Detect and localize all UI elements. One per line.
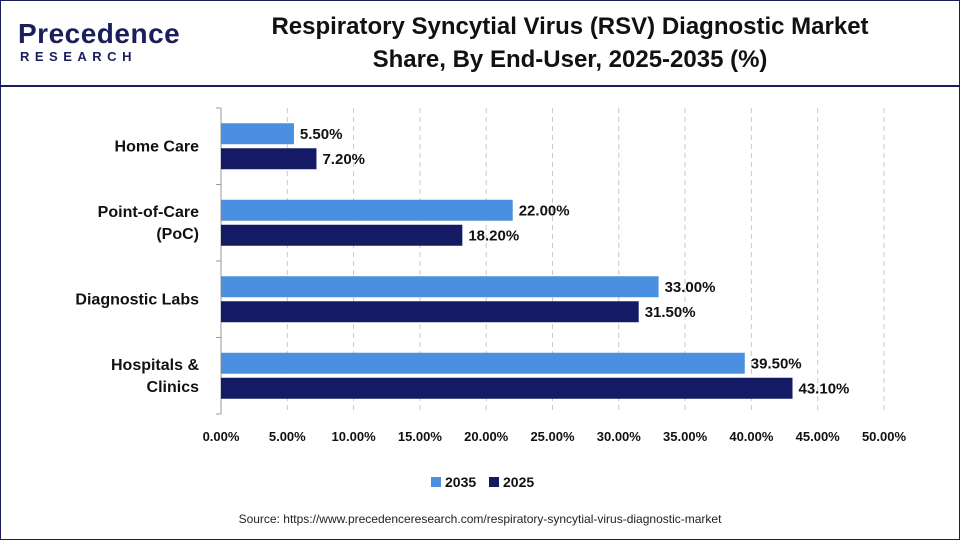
- data-label: 31.50%: [645, 304, 696, 321]
- data-label: 7.20%: [322, 151, 365, 168]
- bar-2025: [221, 377, 793, 399]
- category-label: Point-of-Care: [98, 204, 199, 221]
- bar-2025: [221, 301, 639, 323]
- data-label: 22.00%: [519, 202, 570, 219]
- chart-title-line-2: Share, By End-User, 2025-2035 (%): [372, 46, 768, 73]
- x-tick-label: 40.00%: [729, 429, 774, 444]
- brand-logo: Precedence RESEARCH: [18, 18, 180, 68]
- legend-swatch-2035: [431, 477, 441, 487]
- legend-swatch-2025: [489, 477, 499, 487]
- x-tick-label: 0.00%: [203, 429, 240, 444]
- x-tick-label: 10.00%: [332, 429, 377, 444]
- data-label: 18.20%: [468, 227, 519, 244]
- legend-label-2025: 2025: [503, 474, 534, 490]
- data-label: 5.50%: [300, 126, 343, 143]
- chart-title-line-1: Respiratory Syncytial Virus (RSV) Diagno…: [271, 13, 869, 40]
- category-label: (PoC): [156, 226, 199, 243]
- bar-2035: [221, 352, 745, 374]
- x-tick-label: 5.00%: [269, 429, 306, 444]
- x-tick-label: 45.00%: [796, 429, 841, 444]
- category-label: Diagnostic Labs: [75, 291, 199, 308]
- data-label: 43.10%: [799, 380, 850, 397]
- x-tick-label: 20.00%: [464, 429, 509, 444]
- x-tick-label: 35.00%: [663, 429, 708, 444]
- category-label: Clinics: [147, 379, 200, 396]
- bar-2025: [221, 148, 317, 170]
- category-label: Hospitals &: [111, 357, 199, 374]
- data-label: 33.00%: [665, 279, 716, 296]
- x-tick-label: 50.00%: [862, 429, 907, 444]
- data-label: 39.50%: [751, 355, 802, 372]
- header: Precedence RESEARCH Respiratory Syncytia…: [0, 0, 960, 87]
- x-tick-label: 15.00%: [398, 429, 443, 444]
- bar-2035: [221, 123, 294, 145]
- legend-label-2035: 2035: [445, 474, 476, 490]
- x-tick-label: 25.00%: [530, 429, 575, 444]
- brand-subtitle: RESEARCH: [20, 49, 137, 64]
- category-label: Home Care: [115, 138, 200, 155]
- bar-2035: [221, 199, 513, 221]
- source-note: Source: https://www.precedenceresearch.c…: [238, 512, 722, 526]
- x-tick-label: 30.00%: [597, 429, 642, 444]
- brand-name: Precedence: [18, 18, 181, 49]
- chart-title: Respiratory Syncytial Virus (RSV) Diagno…: [180, 10, 960, 76]
- bar-2035: [221, 276, 659, 298]
- bar-2025: [221, 224, 463, 246]
